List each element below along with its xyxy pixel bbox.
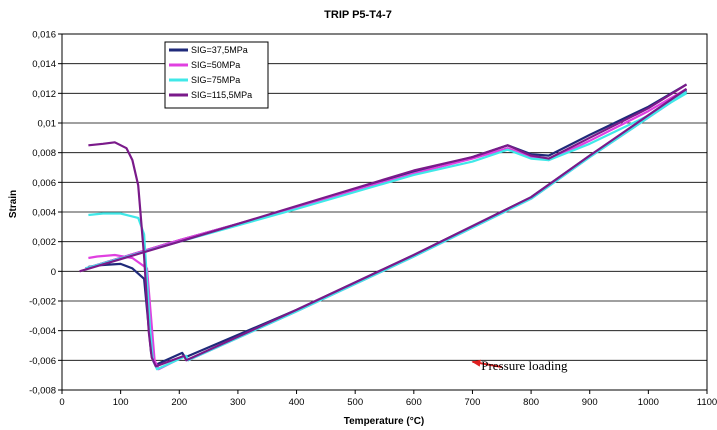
- y-tick-label: 0,006: [32, 178, 56, 189]
- legend-label: SIG=75MPa: [191, 75, 240, 85]
- gridlines: [62, 33, 707, 391]
- series-line-cooling: [88, 87, 688, 368]
- x-tick-label: 1100: [697, 397, 717, 408]
- series-line-heating: [79, 83, 688, 273]
- x-axis-title: Temperature (°C): [344, 416, 425, 427]
- y-tick-label: 0,002: [32, 237, 56, 248]
- series-lines: [79, 83, 688, 371]
- series-group: [85, 90, 688, 371]
- pressure-loading-annotation: Pressure loading: [471, 358, 568, 373]
- y-tick-label: 0,01: [38, 119, 57, 130]
- x-tick-label: 300: [230, 397, 246, 408]
- x-tick-label: 500: [347, 397, 363, 408]
- x-tick-label: 1000: [638, 397, 659, 408]
- y-tick-label: 0: [51, 267, 56, 278]
- legend-label: SIG=115,5MPa: [191, 90, 252, 100]
- annotation-label: Pressure loading: [481, 358, 568, 373]
- y-tick-label: 0,012: [32, 89, 56, 100]
- series-group: [85, 83, 688, 366]
- x-tick-label: 700: [465, 397, 481, 408]
- legend-label: SIG=37,5MPa: [191, 45, 248, 55]
- series-line-cooling: [88, 90, 688, 371]
- x-tick-label: 800: [523, 397, 539, 408]
- y-tick-label: -0,008: [29, 386, 56, 397]
- chart-title: TRIP P5-T4-7: [324, 9, 392, 21]
- y-tick-label: 0,008: [32, 148, 56, 159]
- x-tick-label: 100: [113, 397, 129, 408]
- series-line-heating: [85, 92, 688, 270]
- y-axis-ticks: -0,008 -0,006 -0,004 -0,002 0 0,002 0,004 0,006…: [29, 30, 62, 397]
- y-tick-label: -0,002: [29, 297, 56, 308]
- series-group: [79, 83, 688, 368]
- y-tick-label: -0,004: [29, 326, 56, 337]
- legend: SIG=37,5MPa SIG=50MPa SIG=75MPa SIG=115,5MP…: [164, 41, 269, 109]
- x-tick-label: 400: [289, 397, 305, 408]
- y-tick-label: -0,006: [29, 356, 56, 367]
- y-tick-label: 0,004: [32, 208, 56, 219]
- legend-items: SIG=37,5MPa SIG=50MPa SIG=75MPa SIG=115,5MP…: [169, 45, 252, 100]
- x-axis-ticks: 0 100 200 300 400 500 600 700 800 900 1000 1100: [59, 390, 717, 408]
- x-tick-label: 0: [59, 397, 64, 408]
- legend-box: [164, 41, 269, 109]
- legend-label: SIG=50MPa: [191, 60, 240, 70]
- y-axis-title: Strain: [8, 190, 19, 218]
- y-tick-label: 0,014: [32, 59, 56, 70]
- x-tick-label: 200: [171, 397, 187, 408]
- x-tick-label: 600: [406, 397, 422, 408]
- y-tick-label: 0,016: [32, 30, 56, 41]
- annotation-arrow: [471, 359, 502, 368]
- x-tick-label: 900: [582, 397, 598, 408]
